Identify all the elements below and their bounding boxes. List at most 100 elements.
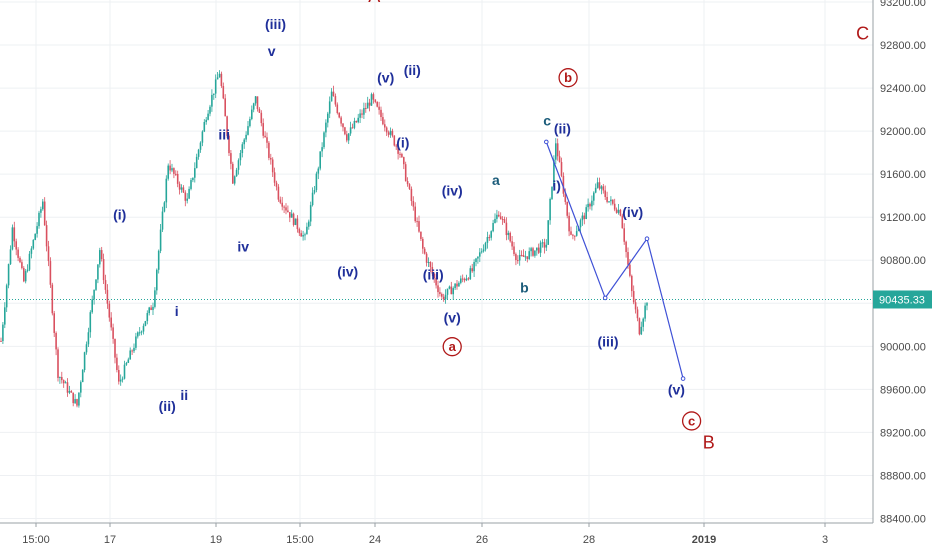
candle-body xyxy=(351,127,354,129)
candle-body xyxy=(135,336,137,348)
candle-body xyxy=(401,154,403,158)
candle-body xyxy=(391,130,394,136)
candle-body xyxy=(57,349,59,378)
candle-body xyxy=(197,149,200,157)
candle-body xyxy=(560,162,563,176)
candle-body xyxy=(28,253,31,270)
candle-body xyxy=(539,242,542,253)
candle-body xyxy=(431,266,434,274)
candle-body xyxy=(285,207,287,211)
candle-body xyxy=(118,369,120,382)
candle-body xyxy=(498,214,500,217)
candle-body xyxy=(496,214,498,219)
candle-body xyxy=(638,318,641,335)
candle-body xyxy=(203,122,206,132)
candle-body xyxy=(271,159,274,173)
candle-body xyxy=(420,231,422,239)
candle-body xyxy=(99,250,101,265)
candle-body xyxy=(361,113,363,115)
candle-body xyxy=(581,215,584,221)
candle-body xyxy=(213,93,215,95)
wave-label: C xyxy=(856,24,869,44)
candle-body xyxy=(205,119,207,123)
projection-point xyxy=(644,236,650,242)
candle-body xyxy=(241,144,244,154)
candle-body xyxy=(562,175,565,194)
candle-body xyxy=(534,250,536,256)
candle-body xyxy=(359,113,361,118)
candle-body xyxy=(239,153,242,161)
candle-body xyxy=(625,241,627,253)
candle-body xyxy=(19,257,21,263)
candle-body xyxy=(4,307,6,325)
candle-body xyxy=(171,168,173,171)
candle-body xyxy=(349,127,352,134)
candle-body xyxy=(640,326,643,335)
candle-body xyxy=(95,279,97,290)
candle-body xyxy=(469,268,472,279)
candle-body xyxy=(604,190,606,197)
candle-body xyxy=(321,147,323,152)
candle-body xyxy=(501,219,504,221)
candle-body xyxy=(308,221,310,227)
candle-body xyxy=(382,117,384,125)
wave-label: (iii) xyxy=(423,267,444,283)
candle-body xyxy=(416,221,418,223)
candle-body xyxy=(232,163,234,184)
candle-body xyxy=(256,96,259,110)
wave-label: a xyxy=(492,172,500,188)
candle-body xyxy=(439,292,441,294)
candle-body xyxy=(423,248,426,254)
wave-label: i xyxy=(175,303,179,319)
candle-body xyxy=(617,209,620,213)
candle-body xyxy=(598,182,601,189)
candle-body xyxy=(555,143,557,160)
candle-body xyxy=(176,173,179,184)
candle-body xyxy=(456,283,458,287)
wave-label: (ii) xyxy=(554,120,571,136)
candle-body xyxy=(634,302,637,310)
candle-body xyxy=(30,248,33,254)
candle-body xyxy=(2,324,4,342)
y-tick-label: 91600.00 xyxy=(880,169,926,181)
candle-body xyxy=(403,157,405,165)
wave-label: ii xyxy=(180,387,188,403)
candle-body xyxy=(473,262,475,272)
candle-body xyxy=(536,247,538,251)
candle-body xyxy=(631,275,633,292)
candle-body xyxy=(505,222,508,236)
candle-body xyxy=(112,327,114,339)
candle-body xyxy=(526,256,529,259)
candle-body xyxy=(7,264,10,286)
x-tick-label: 17 xyxy=(104,534,116,546)
x-tick-label: 26 xyxy=(476,534,488,546)
candle-body xyxy=(642,318,644,327)
candle-body xyxy=(148,307,150,314)
candle-body xyxy=(606,196,608,202)
candle-body xyxy=(334,96,337,105)
wave-label: (v) xyxy=(668,382,685,398)
candle-body xyxy=(277,186,280,200)
candle-body xyxy=(252,103,255,110)
candle-body xyxy=(338,113,340,118)
candle-body xyxy=(230,153,232,164)
candle-body xyxy=(467,278,470,280)
candle-body xyxy=(121,378,124,380)
candle-body xyxy=(410,188,413,201)
candle-body xyxy=(577,227,580,232)
candle-body xyxy=(551,186,553,199)
candle-body xyxy=(251,109,253,120)
candle-body xyxy=(346,134,348,141)
candle-body xyxy=(146,313,149,322)
candle-body xyxy=(537,247,540,253)
candle-body xyxy=(275,182,278,187)
candle-body xyxy=(347,133,350,141)
candle-body xyxy=(243,139,245,145)
candle-body xyxy=(279,199,282,203)
candle-body xyxy=(522,255,525,257)
candle-body xyxy=(579,220,582,228)
candle-body xyxy=(530,248,532,252)
